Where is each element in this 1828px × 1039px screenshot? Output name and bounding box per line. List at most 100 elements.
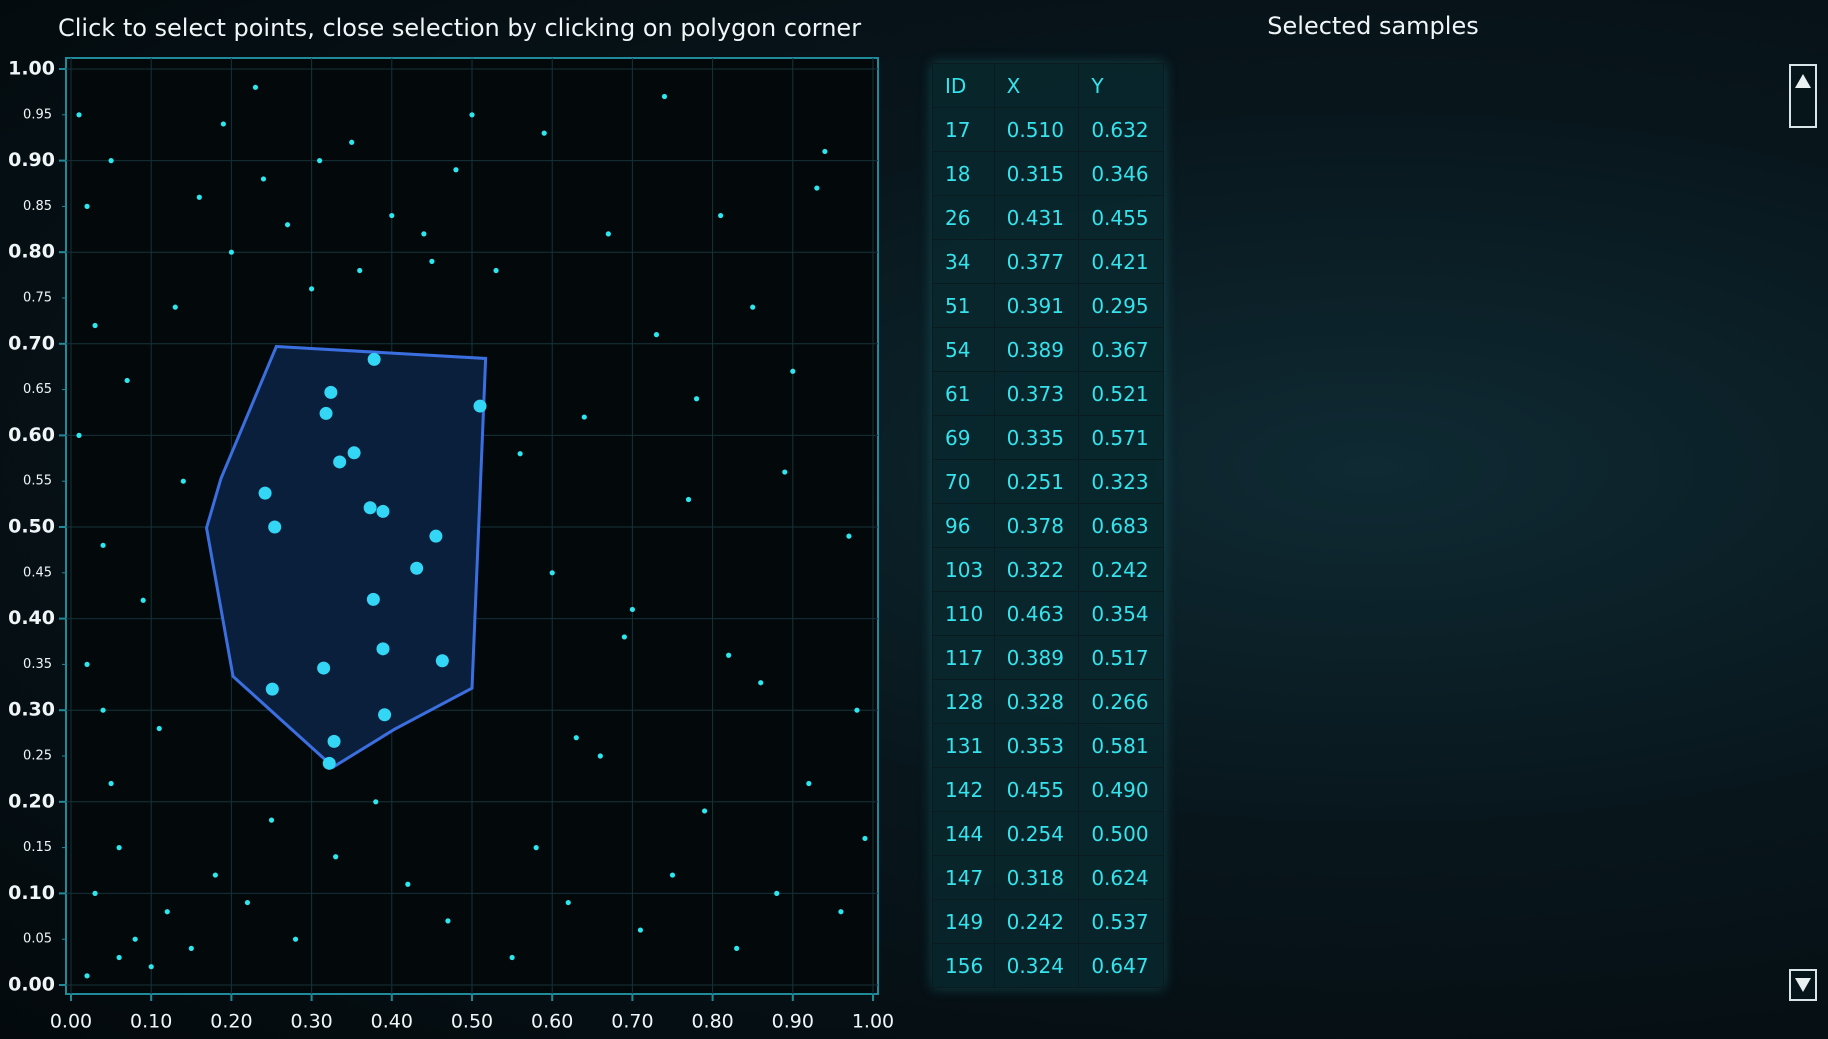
selected-point bbox=[429, 529, 443, 543]
table-cell: 0.295 bbox=[1078, 283, 1164, 328]
point bbox=[653, 332, 660, 338]
y-tick-label: 1.00 bbox=[8, 58, 55, 80]
table-row[interactable]: 117 0.389 0.517 bbox=[932, 635, 1164, 680]
table-row[interactable]: 26 0.431 0.455 bbox=[932, 195, 1164, 240]
point bbox=[116, 954, 122, 961]
point bbox=[565, 899, 571, 906]
point bbox=[268, 817, 275, 823]
up-arrow bbox=[1795, 74, 1811, 88]
table-row[interactable]: 156 0.324 0.647 bbox=[932, 943, 1164, 988]
point bbox=[517, 451, 523, 457]
point bbox=[164, 909, 170, 915]
point bbox=[846, 533, 852, 539]
scroll-down-button[interactable] bbox=[1789, 969, 1817, 1001]
column-header[interactable]: X bbox=[993, 63, 1080, 108]
column-header[interactable]: Y bbox=[1078, 63, 1164, 108]
y-minor-tick-label: 0.65 bbox=[23, 382, 52, 397]
table-row[interactable]: 142 0.455 0.490 bbox=[932, 767, 1164, 812]
point bbox=[180, 478, 186, 484]
point bbox=[132, 936, 138, 942]
table-row[interactable]: 51 0.391 0.295 bbox=[932, 283, 1164, 328]
point bbox=[469, 112, 475, 118]
point bbox=[854, 707, 860, 713]
table-row[interactable]: 17 0.510 0.632 bbox=[932, 107, 1164, 152]
selected-point bbox=[367, 352, 381, 366]
table-cell: 0.421 bbox=[1078, 239, 1164, 284]
point bbox=[92, 890, 98, 897]
point bbox=[549, 570, 555, 576]
table-cell: 149 bbox=[932, 899, 995, 944]
table-row[interactable]: 110 0.463 0.354 bbox=[932, 591, 1164, 636]
point bbox=[669, 872, 676, 878]
table-cell: 0.354 bbox=[1078, 591, 1164, 636]
table-cell: 156 bbox=[932, 943, 995, 988]
table-row[interactable]: 54 0.389 0.367 bbox=[932, 327, 1164, 372]
point bbox=[76, 432, 82, 438]
table-cell: 117 bbox=[932, 635, 995, 680]
selected-samples-table: ID X Y 17 0.510 0.632 18 0.315 0.346 26 0.431 0.45… bbox=[932, 63, 1164, 988]
point bbox=[84, 661, 90, 668]
point bbox=[252, 84, 259, 90]
selected-point bbox=[258, 486, 272, 500]
selected-point bbox=[366, 592, 380, 606]
scatter-chart[interactable]: 0.00 0.10 0.20 0.30 0.40 0.50 0.60 0.70 0.80 0.90… bbox=[0, 0, 900, 1039]
panel-title: Selected samples bbox=[1267, 12, 1479, 40]
point bbox=[84, 203, 90, 209]
selected-point bbox=[322, 756, 336, 770]
table-row[interactable]: 69 0.335 0.571 bbox=[932, 415, 1164, 460]
point bbox=[581, 414, 587, 420]
point bbox=[92, 322, 98, 329]
table-row[interactable]: 147 0.318 0.624 bbox=[932, 855, 1164, 900]
table-cell: 0.571 bbox=[1078, 415, 1164, 460]
table-row[interactable]: 128 0.328 0.266 bbox=[932, 679, 1164, 724]
point bbox=[124, 377, 130, 384]
point bbox=[244, 899, 251, 906]
point bbox=[734, 945, 740, 951]
table-row[interactable]: 149 0.242 0.537 bbox=[932, 899, 1164, 944]
table-cell: 18 bbox=[932, 151, 995, 196]
point bbox=[76, 112, 82, 118]
table-cell: 131 bbox=[932, 723, 995, 768]
table-cell: 0.521 bbox=[1078, 371, 1164, 416]
table-row[interactable]: 18 0.315 0.346 bbox=[932, 151, 1164, 196]
point bbox=[814, 185, 820, 191]
point bbox=[806, 780, 812, 787]
table-row[interactable]: 103 0.322 0.242 bbox=[932, 547, 1164, 592]
table-cell: 26 bbox=[932, 195, 995, 240]
table-cell: 96 bbox=[932, 503, 995, 548]
point bbox=[421, 231, 427, 237]
point bbox=[292, 936, 299, 942]
point bbox=[284, 222, 291, 228]
point bbox=[445, 918, 451, 924]
table-cell: 17 bbox=[932, 107, 995, 152]
point bbox=[196, 194, 202, 200]
table-row[interactable]: 70 0.251 0.323 bbox=[932, 459, 1164, 504]
table-row[interactable]: 131 0.353 0.581 bbox=[932, 723, 1164, 768]
point bbox=[317, 158, 323, 164]
table-cell: 142 bbox=[932, 767, 995, 812]
point bbox=[357, 267, 363, 274]
table-cell: 103 bbox=[932, 547, 995, 592]
table-cell: 0.251 bbox=[993, 459, 1080, 504]
table-cell: 0.315 bbox=[993, 151, 1080, 196]
table-row[interactable]: 96 0.378 0.683 bbox=[932, 503, 1164, 548]
point bbox=[172, 304, 178, 310]
selected-point bbox=[268, 520, 282, 534]
y-tick-label: 0.50 bbox=[8, 516, 55, 538]
x-tick-label: 0.90 bbox=[772, 1011, 814, 1033]
y-minor-tick-label: 0.75 bbox=[23, 291, 52, 306]
x-tick-label: 0.50 bbox=[451, 1011, 493, 1033]
table-row[interactable]: 34 0.377 0.421 bbox=[932, 239, 1164, 284]
table-cell: 0.323 bbox=[1078, 459, 1164, 504]
point bbox=[188, 945, 194, 951]
y-minor-tick-label: 0.15 bbox=[23, 840, 52, 855]
selected-point bbox=[265, 682, 279, 696]
column-header[interactable]: ID bbox=[932, 63, 995, 108]
table-row[interactable]: 61 0.373 0.521 bbox=[932, 371, 1164, 416]
chart-title: Click to select points, close selection … bbox=[58, 14, 862, 42]
table-cell: 0.367 bbox=[1078, 327, 1164, 372]
table-row[interactable]: 144 0.254 0.500 bbox=[932, 811, 1164, 856]
scroll-up-button[interactable] bbox=[1789, 64, 1817, 128]
table-cell: 0.389 bbox=[993, 635, 1080, 680]
